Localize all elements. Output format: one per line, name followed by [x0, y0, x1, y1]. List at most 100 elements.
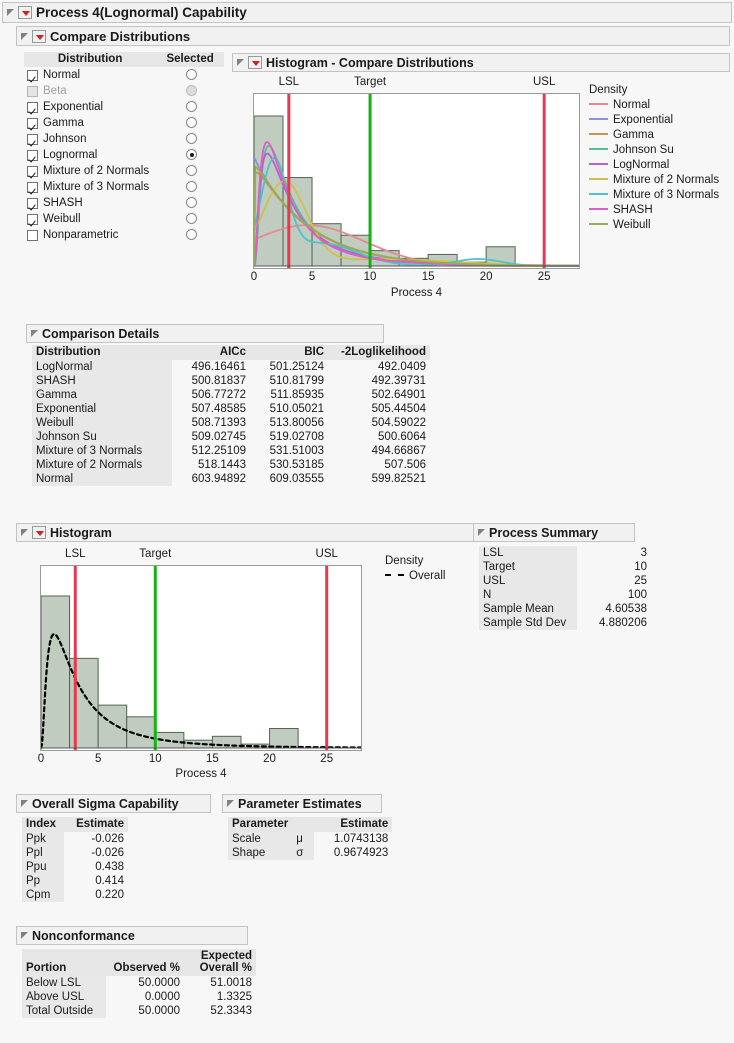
red-triangle-menu-histogram[interactable] — [32, 526, 46, 539]
disclosure-triangle-hist-compare[interactable] — [237, 58, 246, 67]
distribution-checkbox-lognormal[interactable] — [27, 149, 38, 161]
distribution-radio-johnson[interactable] — [186, 133, 198, 144]
distribution-label: Mixture of 2 Normals — [43, 165, 150, 177]
distribution-checkbox-weibull[interactable] — [27, 213, 38, 225]
distribution-radio-normal[interactable] — [186, 69, 198, 80]
disclosure-triangle-comparison[interactable] — [31, 329, 40, 338]
disclosure-triangle-window[interactable] — [7, 8, 16, 17]
column-header: Estimate — [314, 817, 393, 832]
histogram-title-bar[interactable]: Histogram — [16, 523, 476, 542]
legend-title-1: Density — [589, 84, 628, 96]
table-cell: 508.71393 — [191, 417, 246, 429]
selected-column-header: Selected — [156, 52, 224, 67]
legend-label: Mixture of 3 Normals — [613, 189, 720, 201]
distribution-checkbox-johnson[interactable] — [27, 133, 38, 145]
table-cell: Below LSL — [22, 976, 106, 990]
overall-sigma-title-bar[interactable]: Overall Sigma Capability — [16, 794, 211, 813]
table-cell: 100 — [627, 589, 647, 601]
disclosure-triangle-histogram[interactable] — [21, 528, 30, 537]
disclosure-triangle-parameter-estimates[interactable] — [227, 799, 236, 808]
distribution-row[interactable]: Nonparametric — [24, 227, 224, 243]
distribution-row[interactable]: Mixture of 3 Normals — [24, 179, 224, 195]
comparison-details-title-bar[interactable]: Comparison Details — [26, 324, 384, 343]
parameter-estimates-title-bar[interactable]: Parameter Estimates — [222, 794, 382, 813]
distribution-radio-lognormal[interactable] — [186, 149, 198, 160]
table-cell: 10 — [634, 561, 647, 573]
table-cell: 512.25109 — [191, 445, 246, 457]
red-triangle-menu-hist-compare[interactable] — [248, 56, 262, 69]
distribution-radio-beta[interactable] — [186, 85, 198, 96]
distribution-row[interactable]: Exponential — [24, 99, 224, 115]
page-title: Process 4(Lognormal) Capability — [36, 5, 247, 20]
process-summary-table: LSL 3 Target 10 USL 25 N 100 Sample Mean 4.60538 S… — [479, 546, 651, 630]
process-summary-title: Process Summary — [489, 525, 599, 540]
table-row: LSL 3 — [479, 546, 651, 560]
distribution-checkbox-shash[interactable] — [27, 197, 38, 209]
table-row: Pp 0.414 — [22, 874, 128, 888]
distribution-radio-mixture-of-2-normals[interactable] — [186, 165, 198, 176]
column-header: Expected Overall % — [184, 949, 256, 976]
distribution-row[interactable]: Weibull — [24, 211, 224, 227]
distribution-checkbox-mixture-of-3-normals[interactable] — [27, 181, 38, 193]
x-tick-label: 20 — [263, 753, 276, 765]
distribution-radio-mixture-of-3-normals[interactable] — [186, 181, 198, 192]
table-cell: Mixture of 3 Normals — [32, 444, 172, 458]
distribution-radio-nonparametric[interactable] — [186, 229, 198, 240]
distribution-label: Weibull — [43, 213, 81, 225]
distribution-radio-shash[interactable] — [186, 197, 198, 208]
table-row: LogNormal 496.16461 501.25124 492.0409 — [32, 360, 430, 374]
disclosure-triangle-compare[interactable] — [21, 32, 30, 41]
distribution-checkbox-beta[interactable] — [27, 85, 38, 97]
distribution-checkbox-normal[interactable] — [27, 69, 38, 81]
histogram-legend: Density Overall — [385, 555, 480, 585]
red-triangle-menu-window[interactable] — [18, 6, 32, 19]
legend-label: Overall — [409, 570, 446, 582]
window-title-bar[interactable]: Process 4(Lognormal) Capability — [2, 2, 732, 23]
nonconformance-table: Portion Observed % Expected Overall % Below… — [22, 949, 256, 1018]
distribution-row[interactable]: Johnson — [24, 131, 224, 147]
comparison-details-title: Comparison Details — [42, 326, 160, 341]
legend-item: LogNormal — [589, 159, 731, 174]
legend-item: Weibull — [589, 219, 731, 234]
table-cell: Scale — [228, 832, 293, 846]
distribution-row[interactable]: SHASH — [24, 195, 224, 211]
table-cell: Sample Mean — [479, 602, 577, 616]
chart1-plot-frame — [253, 93, 580, 269]
legend-item: SHASH — [589, 204, 731, 219]
table-cell: 510.05021 — [269, 403, 324, 415]
distribution-row[interactable]: Normal — [24, 67, 224, 83]
chart1-x-axis-label: Process 4 — [390, 287, 443, 299]
legend-title-2: Density — [385, 555, 424, 567]
histogram-compare-title-bar[interactable]: Histogram - Compare Distributions — [232, 53, 730, 72]
distribution-row[interactable]: Beta — [24, 83, 224, 99]
column-header: BIC — [250, 345, 328, 360]
distribution-row[interactable]: Mixture of 2 Normals — [24, 163, 224, 179]
distribution-checkbox-exponential[interactable] — [27, 101, 38, 113]
distribution-radio-gamma[interactable] — [186, 117, 198, 128]
distribution-label: Nonparametric — [43, 229, 119, 241]
histogram-compare-title: Histogram - Compare Distributions — [266, 55, 474, 70]
distribution-column-header: Distribution — [24, 52, 157, 67]
chart2-plot-frame — [40, 565, 362, 751]
compare-distributions-title-bar[interactable]: Compare Distributions — [16, 26, 730, 46]
red-triangle-menu-compare[interactable] — [32, 29, 46, 43]
distribution-radio-exponential[interactable] — [186, 101, 198, 112]
disclosure-triangle-process-summary[interactable] — [478, 528, 487, 537]
table-cell: 4.60538 — [605, 603, 647, 615]
distribution-row[interactable]: Lognormal — [24, 147, 224, 163]
table-cell: 0.414 — [95, 875, 124, 887]
distribution-row[interactable]: Gamma — [24, 115, 224, 131]
distribution-selector: Distribution Selected Normal Beta Exponent… — [24, 52, 224, 243]
table-row: Mixture of 3 Normals 512.25109 531.51003 49… — [32, 444, 430, 458]
distribution-radio-weibull[interactable] — [186, 213, 198, 224]
table-cell: 4.880206 — [599, 617, 647, 629]
chart1-usl-label: USL — [532, 76, 556, 88]
distribution-checkbox-gamma[interactable] — [27, 117, 38, 129]
process-summary-title-bar[interactable]: Process Summary — [473, 523, 635, 542]
disclosure-triangle-overall-sigma[interactable] — [21, 799, 30, 808]
distribution-checkbox-nonparametric[interactable] — [27, 229, 38, 241]
distribution-checkbox-mixture-of-2-normals[interactable] — [27, 165, 38, 177]
nonconformance-title-bar[interactable]: Nonconformance — [16, 926, 248, 945]
chart2-svg — [41, 566, 361, 750]
disclosure-triangle-nonconformance[interactable] — [21, 931, 30, 940]
